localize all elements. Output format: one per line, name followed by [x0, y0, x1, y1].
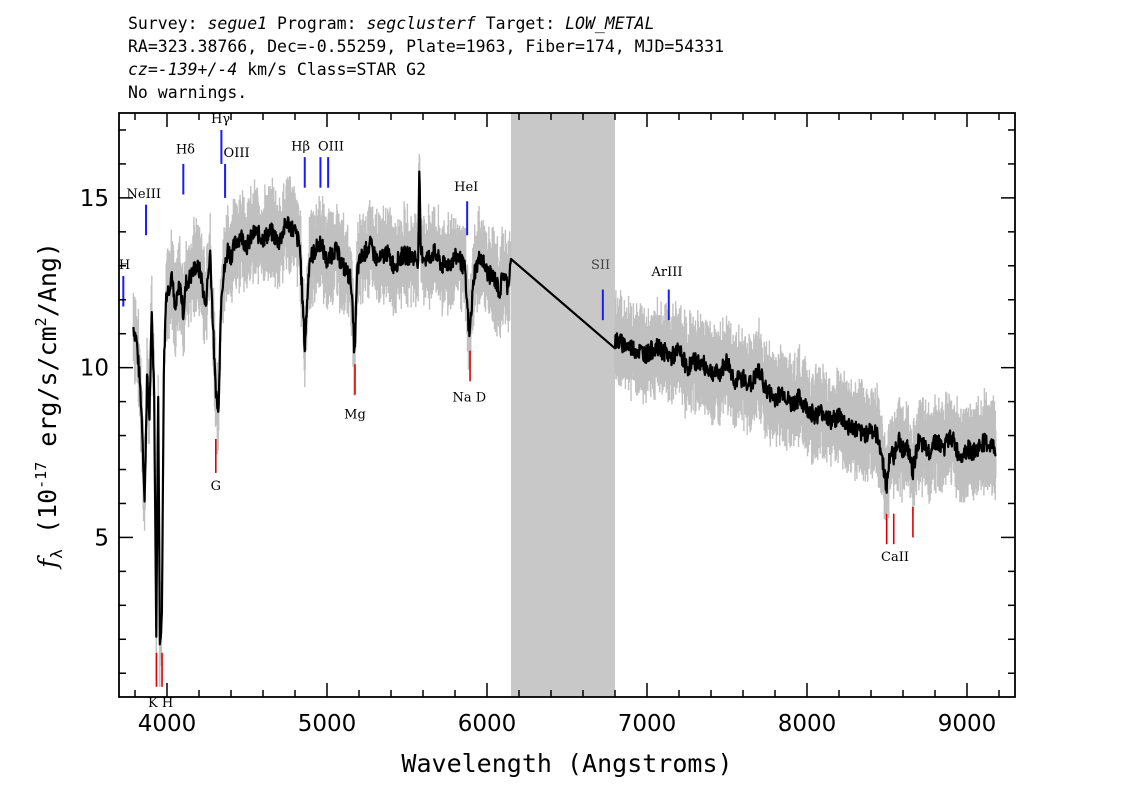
- redshift-value: cz=-139+/-4: [128, 60, 238, 79]
- y-axis-title: fλ (10-17 erg/s/cm2/Ang): [32, 242, 66, 570]
- target-label: Target:: [475, 14, 566, 33]
- emission-line-label-8: ArIII: [650, 265, 682, 280]
- header-line-coordinates: RA=323.38766, Dec=-0.55259, Plate=1963, …: [128, 37, 725, 56]
- x-axis-title: Wavelength (Angstroms): [401, 749, 732, 778]
- emission-line-label-2: Hγ: [211, 112, 230, 127]
- emission-line-label-6: HeI: [454, 180, 478, 195]
- emission-line-label-1: Hδ: [176, 143, 195, 158]
- x-tick-label: 6000: [458, 711, 517, 737]
- program-value: segclusterf: [366, 14, 476, 33]
- redshift-class: km/s Class=STAR G2: [237, 60, 427, 79]
- target-value: LOW_METAL: [565, 14, 655, 33]
- absorption-line-label-13: Na D: [453, 391, 487, 406]
- survey-value: segue1: [207, 14, 268, 33]
- program-label: Program:: [267, 14, 367, 33]
- flux-line-layer: [132, 170, 997, 646]
- emission-line-label-0: NeIII: [127, 187, 161, 202]
- y-tick-label: 5: [94, 525, 109, 551]
- emission-line-label-5: OIII: [318, 139, 344, 154]
- emission-line-label-3: OIII: [224, 146, 250, 161]
- x-tick-label: 4000: [138, 711, 197, 737]
- absorption-line-label-12: Mg: [344, 408, 366, 423]
- absorption-line-label-11: G: [211, 479, 221, 494]
- x-tick-label: 9000: [938, 711, 997, 737]
- header-line-warnings: No warnings.: [128, 83, 248, 102]
- header-line-survey: Survey: segue1 Program: segclusterf Targ…: [128, 12, 1118, 35]
- y-tick-label: 10: [80, 356, 109, 382]
- axes-layer: 4000 5000 6000 7000 8000 9000 5 10 15: [80, 112, 1016, 737]
- flux-line: [132, 170, 997, 646]
- emission-line-label-4: Hβ: [291, 139, 310, 154]
- spectrum-header: Survey: segue1 Program: segclusterf Targ…: [128, 12, 1118, 104]
- absorption-line-label-14: CaII: [881, 550, 909, 565]
- x-tick-label: 5000: [298, 711, 357, 737]
- emission-line-label-7: SII: [591, 258, 610, 273]
- masked-region-layer: [511, 113, 615, 697]
- masked-region: [511, 113, 615, 697]
- header-line-redshift: cz=-139+/-4 km/s Class=STAR G2: [128, 58, 1118, 81]
- plot-frame: [118, 112, 1016, 698]
- absorption-line-label-10: K H: [148, 696, 173, 711]
- x-tick-label: 7000: [618, 711, 677, 737]
- x-tick-label: 8000: [778, 711, 837, 737]
- y-tick-label: 15: [80, 186, 109, 212]
- survey-label: Survey:: [128, 14, 208, 33]
